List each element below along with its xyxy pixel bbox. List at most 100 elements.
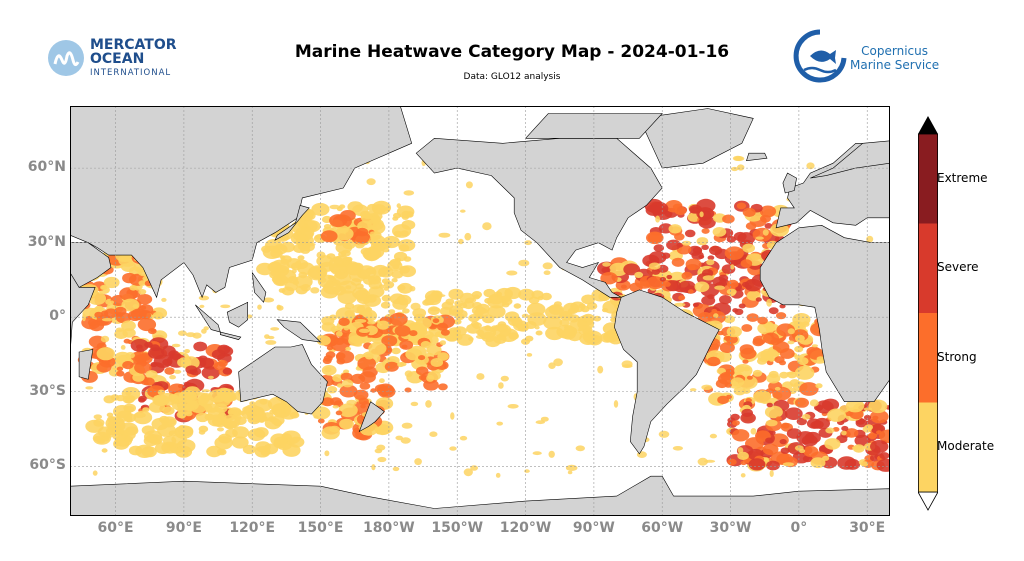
heat-patch [297,220,308,228]
heat-patch [863,407,873,411]
heat-patch [126,395,136,402]
heat-patch [766,460,780,471]
heat-patch [138,395,147,402]
heat-patch [154,395,162,399]
heat-patch [737,447,744,454]
heat-patch [121,387,141,401]
heat-patch [291,268,297,274]
heat-patch [379,378,385,384]
heat-patch [719,295,732,305]
heat-patch [137,317,157,332]
heat-patch [674,206,687,216]
heat-patch [148,328,157,335]
heat-patch [122,272,137,284]
heat-patch [580,305,590,313]
heat-patch [689,388,697,392]
heat-patch [742,207,756,217]
heat-region-3 [256,200,416,299]
heat-patch [784,407,803,421]
heat-patch [687,264,696,271]
heat-patch [518,259,530,267]
heat-patch [393,230,403,238]
heat-patch [143,377,155,386]
heat-patch [336,383,343,388]
heat-patch [101,448,108,453]
heat-patch [287,276,299,284]
heat-patch [496,287,513,300]
heat-patch [542,262,553,270]
heat-patch [837,456,857,470]
heat-patch [323,355,333,362]
heat-patch [225,428,238,438]
heat-patch [384,361,399,372]
heat-patch [438,232,451,238]
heat-patch [712,227,727,237]
heat-patch [779,360,786,366]
heat-patch [600,272,618,285]
heat-patch [496,421,504,426]
heat-patch [169,375,176,380]
land-south-america [614,289,720,455]
heat-patch [655,215,660,223]
heat-patch [269,270,281,279]
mercator-line2: OCEAN [90,51,145,67]
heat-patch [597,365,604,374]
heat-patch [565,464,578,471]
heat-patch [423,379,439,391]
heat-patch [317,418,325,424]
heat-patch [335,410,343,416]
heat-patch [468,337,474,341]
heat-patch [841,430,847,436]
heat-patch [765,419,778,427]
heat-patch [122,361,134,370]
heat-patch [345,285,352,290]
heat-patch [737,164,745,171]
heat-patch [668,224,682,234]
heat-patch [507,404,519,409]
heat-patch [281,286,295,296]
heat-patch [732,420,740,426]
heat-patch [755,236,764,240]
heat-patch [367,320,376,325]
heat-patch [198,429,206,435]
heat-patch [801,413,811,420]
heat-patch [543,270,551,275]
heat-patch [329,425,341,433]
heat-patch [770,223,790,237]
heat-patch [658,430,670,438]
page-title: Marine Heatwave Category Map - 2024-01-1… [294,42,730,62]
heat-patch [707,255,715,261]
heat-patch [526,353,533,357]
heat-patch [168,442,177,449]
heat-patch [476,373,485,380]
heat-patch [661,252,671,259]
heat-patch [727,279,739,289]
heat-patch [764,223,773,229]
heat-patch [185,404,195,410]
heat-patch [100,335,110,343]
heat-patch [757,357,767,365]
heat-patch [825,427,835,434]
heat-patch [366,178,376,186]
heat-patch [339,384,358,398]
heat-patch [548,304,564,315]
x-tick-label: 90°W [572,520,615,536]
heat-patch [741,324,753,332]
heat-patch [782,462,795,467]
heat-patch [732,308,739,313]
heat-patch [717,395,729,405]
heat-patch [484,297,493,304]
heat-patch [762,443,779,456]
heat-patch [448,288,464,300]
heat-region-4 [290,210,386,246]
heat-patch [532,451,542,456]
heat-patch [524,469,530,473]
heat-patch [794,334,805,342]
heat-patch [220,304,231,309]
heat-patch [329,314,338,321]
heat-patch [733,386,746,396]
heat-patch [358,397,369,405]
heat-patch [217,427,224,432]
heat-patch [216,417,227,425]
heat-patch [180,356,200,370]
